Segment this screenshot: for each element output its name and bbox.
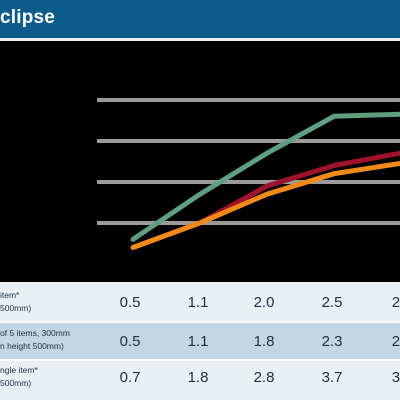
table-cell: 0.5 — [119, 333, 141, 350]
row-divider — [0, 359, 400, 361]
table-cell: 2.5 — [321, 294, 343, 311]
chart-background — [0, 41, 400, 282]
chart-grid — [97, 98, 400, 225]
table-cell: 1.8 — [187, 369, 209, 386]
chart-series — [130, 111, 400, 250]
table-cell: 0.7 — [119, 369, 141, 386]
table-cell: 2.0 — [253, 294, 275, 311]
table-row: item* 500mm) 0.5 1.1 2.0 2.5 2. — [0, 284, 400, 321]
row-label-line: 500mm) — [0, 378, 32, 388]
row-label-line: of 5 items, 300mm — [0, 328, 70, 338]
table-cell: 3. — [391, 369, 400, 386]
series-line-1 — [130, 111, 400, 242]
table-cell: 2. — [391, 333, 400, 350]
table-cell: 2.3 — [321, 333, 343, 350]
table-row: ngle item* 500mm) 0.7 1.8 2.8 3.7 3. — [0, 361, 400, 398]
table-cell: 1.8 — [253, 333, 275, 350]
series-line-3 — [130, 160, 400, 250]
table-cell: 1.1 — [187, 294, 209, 311]
table-cell: 2. — [391, 294, 400, 311]
row-label-line: n height 500mm) — [0, 341, 64, 351]
table-cell: 3.7 — [321, 369, 343, 386]
row-label-line: item* — [0, 290, 20, 300]
table-cell: 1.1 — [187, 333, 209, 350]
title-bar: clipse — [0, 0, 400, 38]
table-row: of 5 items, 300mm n height 500mm) 0.5 1.… — [0, 323, 400, 360]
row-label-line: ngle item* — [0, 365, 38, 375]
title-divider — [0, 38, 400, 41]
line-chart — [97, 98, 400, 250]
row-label-line: 500mm) — [0, 303, 32, 313]
table-cell: 0.5 — [119, 294, 141, 311]
page-title: clipse — [0, 7, 56, 28]
table-cell: 2.8 — [253, 369, 275, 386]
row-divider — [0, 321, 400, 323]
